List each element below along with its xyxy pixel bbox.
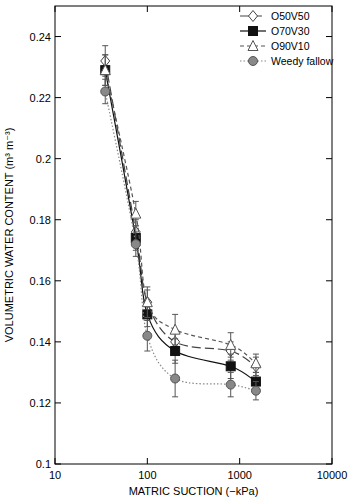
y-tick-label: 0.1 bbox=[36, 458, 51, 470]
y-tick-label: 0.24 bbox=[30, 31, 51, 43]
y-tick-label: 0.18 bbox=[30, 214, 51, 226]
y-tick bbox=[326, 341, 332, 342]
legend-marker bbox=[249, 27, 258, 36]
y-tick bbox=[326, 402, 332, 403]
x-tick-label: 10000 bbox=[317, 469, 348, 481]
y-tick bbox=[55, 341, 61, 342]
y-tick-label: 0.22 bbox=[30, 92, 51, 104]
legend: O50V50 O70V30 O90V10 Weedy fallow bbox=[240, 10, 334, 67]
marker bbox=[101, 87, 110, 96]
series bbox=[101, 79, 261, 400]
y-tick bbox=[55, 219, 61, 220]
marker bbox=[251, 358, 261, 368]
x-tick-label: 100 bbox=[138, 469, 156, 481]
x-axis-title: MATRIC SUCTION (−kPa) bbox=[129, 485, 259, 497]
y-tick bbox=[326, 36, 332, 37]
y-tick-label: 0.12 bbox=[30, 397, 51, 409]
x-tick bbox=[55, 458, 56, 464]
marker bbox=[251, 386, 260, 395]
y-tick bbox=[55, 280, 61, 281]
marker bbox=[101, 66, 110, 75]
marker bbox=[100, 65, 110, 75]
y-tick bbox=[55, 158, 61, 159]
marker bbox=[226, 362, 235, 371]
series-line bbox=[105, 70, 256, 381]
series bbox=[101, 55, 261, 391]
chart: 10 100 1000 10000 0.1 0.12 0.14 0.16 0.18 0.2 0.22… bbox=[0, 0, 362, 500]
y-tick-label: 0.16 bbox=[30, 275, 51, 287]
y-tick-label: 0.14 bbox=[30, 336, 51, 348]
x-tick bbox=[332, 6, 333, 12]
x-tick bbox=[147, 458, 148, 464]
series-line bbox=[105, 91, 256, 390]
x-tick bbox=[332, 458, 333, 464]
x-tick bbox=[239, 458, 240, 464]
series bbox=[100, 55, 261, 373]
y-tick bbox=[326, 97, 332, 98]
x-tick bbox=[147, 6, 148, 12]
marker bbox=[142, 297, 152, 307]
marker bbox=[171, 347, 180, 356]
y-tick bbox=[326, 280, 332, 281]
legend-label: O70V30 bbox=[271, 25, 310, 37]
x-tick-label: 1000 bbox=[227, 469, 251, 481]
plot-frame bbox=[55, 6, 332, 464]
legend-marker bbox=[249, 57, 258, 66]
plot-area bbox=[100, 46, 261, 400]
marker bbox=[171, 374, 180, 383]
x-tick bbox=[55, 6, 56, 12]
marker bbox=[226, 339, 236, 349]
marker bbox=[131, 240, 140, 249]
y-tick bbox=[55, 97, 61, 98]
legend-marker bbox=[248, 41, 258, 51]
series-line bbox=[105, 70, 256, 363]
series-line bbox=[105, 61, 256, 366]
legend-label: Weedy fallow bbox=[271, 55, 334, 67]
y-tick bbox=[55, 402, 61, 403]
y-tick bbox=[326, 158, 332, 159]
y-tick bbox=[55, 464, 61, 465]
marker bbox=[143, 331, 152, 340]
x-tick-label: 10 bbox=[49, 469, 61, 481]
y-tick bbox=[326, 464, 332, 465]
series bbox=[101, 46, 261, 376]
legend-label: O90V10 bbox=[271, 40, 310, 52]
marker bbox=[170, 324, 180, 334]
y-tick-label: 0.2 bbox=[36, 153, 51, 165]
legend-label: O50V50 bbox=[271, 10, 310, 22]
legend-marker bbox=[249, 11, 258, 22]
y-axis-title: VOLUMETRIC WATER CONTENT (m³ m⁻³) bbox=[3, 128, 15, 343]
x-tick bbox=[239, 6, 240, 12]
y-tick bbox=[55, 36, 61, 37]
y-tick bbox=[326, 219, 332, 220]
marker bbox=[131, 208, 141, 218]
marker bbox=[226, 380, 235, 389]
